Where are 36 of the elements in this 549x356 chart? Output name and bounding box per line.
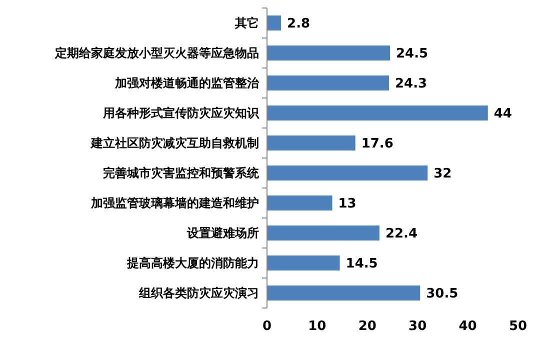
data-label: 13 — [338, 196, 356, 212]
y-tick-label: 建立社区防灾减灾互助自救机制 — [90, 136, 259, 150]
data-label: 24.3 — [394, 76, 428, 92]
bar — [267, 76, 389, 90]
data-label: 30.5 — [426, 286, 458, 302]
x-tick-label: 30 — [408, 319, 427, 334]
y-tick-label: 其它 — [234, 16, 259, 30]
bar — [267, 136, 356, 150]
y-tick-label: 完善城市灾害监控和预警系统 — [103, 166, 260, 180]
bar — [267, 166, 428, 180]
data-label: 32 — [434, 166, 452, 182]
bar — [267, 16, 282, 30]
x-tick-label: 20 — [358, 319, 376, 334]
bar — [267, 106, 488, 120]
x-tick-label: 0 — [262, 319, 272, 334]
x-tick-label: 50 — [508, 319, 528, 334]
data-label: 24.5 — [396, 46, 428, 62]
data-label: 44 — [494, 106, 512, 122]
bar — [267, 226, 380, 240]
bar — [267, 46, 390, 60]
data-label: 14.5 — [346, 256, 378, 272]
bar — [267, 286, 420, 300]
y-tick-label: 设置避难场所 — [186, 226, 259, 240]
y-tick-label: 定期给家庭发放小型灭火器等应急物品 — [54, 46, 259, 60]
y-tick-label: 加强监管玻璃幕墙的建造和维护 — [90, 196, 259, 210]
y-tick-label: 加强对楼道畅通的监管整治 — [114, 76, 260, 90]
y-tick-label: 用各种形式宣传防灾应灾知识 — [102, 106, 260, 120]
bar — [267, 256, 340, 270]
x-tick-label: 40 — [458, 319, 477, 334]
data-label: 2.8 — [287, 16, 310, 32]
data-label: 22.4 — [385, 226, 418, 242]
data-label: 17.6 — [361, 136, 394, 152]
x-tick-label: 10 — [308, 319, 326, 334]
bar — [267, 196, 332, 210]
y-tick-label: 提高高楼大厦的消防能力 — [126, 256, 259, 270]
y-tick-label: 组织各类防灾应灾演习 — [138, 286, 259, 300]
